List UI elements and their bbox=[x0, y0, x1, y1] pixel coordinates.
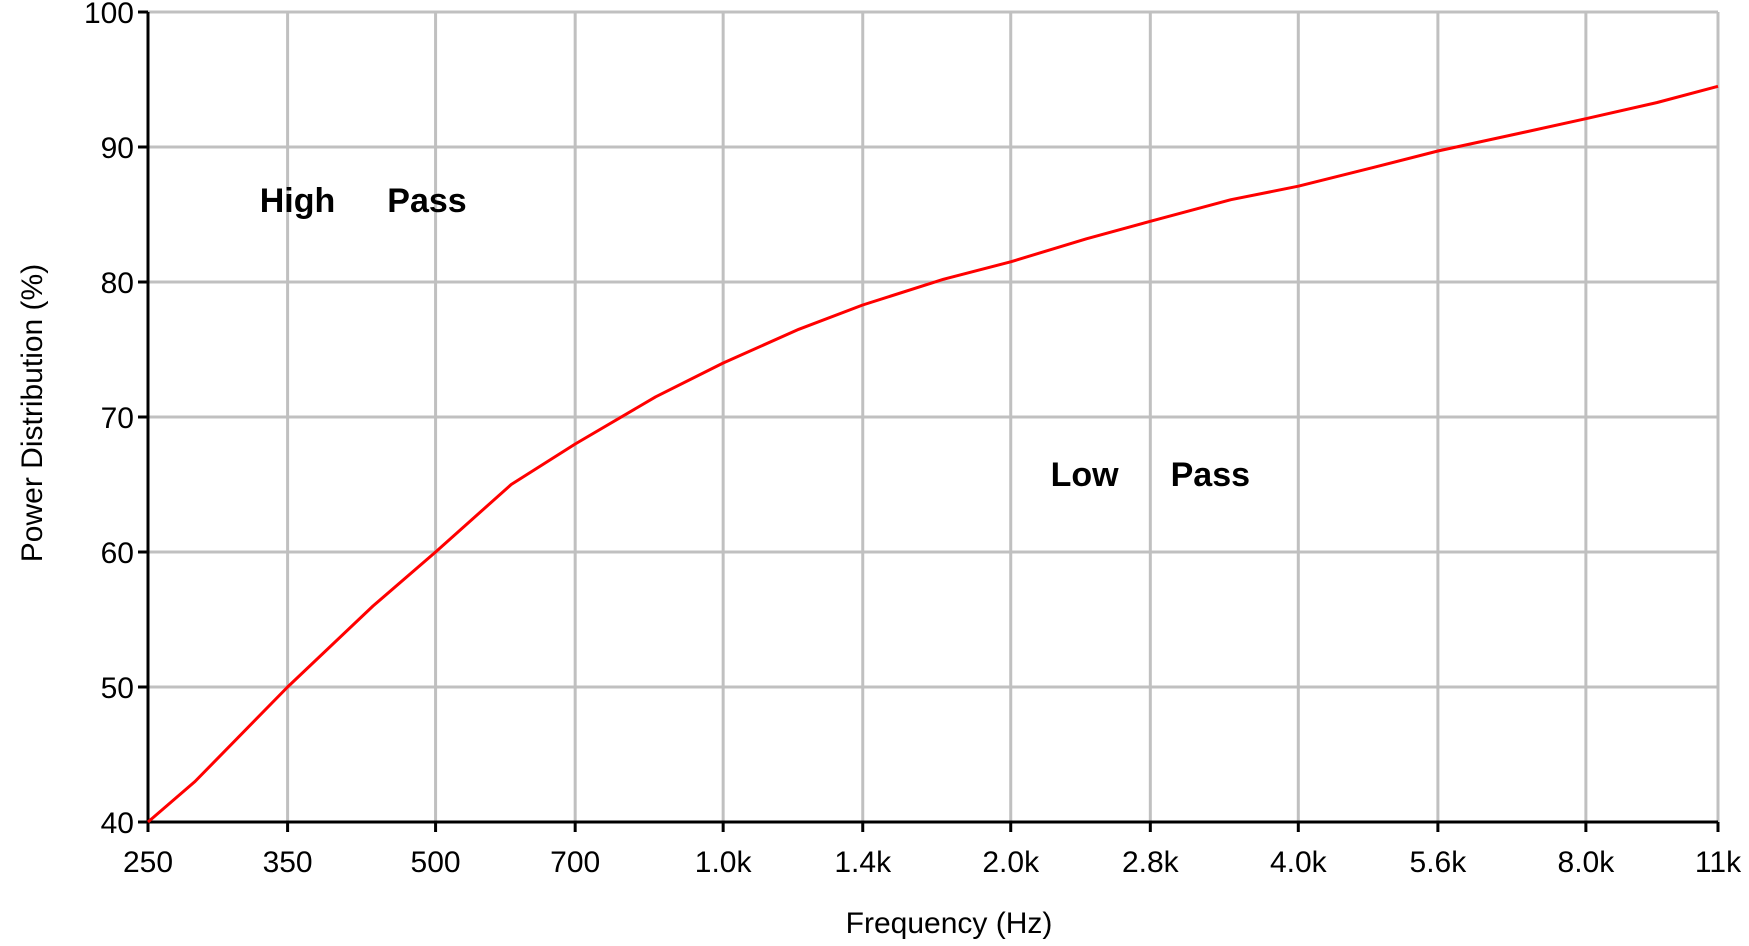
tick-labels: 250 350 500 700 1.0k 1.4k 2.0k 2.8k 4.0k 5.6k 8.0k… bbox=[84, 0, 1742, 879]
y-tick-label: 70 bbox=[101, 402, 134, 435]
y-tick-label: 50 bbox=[101, 672, 134, 705]
series-line bbox=[147, 84, 1719, 824]
x-tick-label: 2.0k bbox=[982, 846, 1040, 879]
y-tick-label: 80 bbox=[101, 267, 134, 300]
x-tick-label: 700 bbox=[550, 846, 600, 879]
axes bbox=[138, 10, 1720, 832]
x-tick-label: 4.0k bbox=[1270, 846, 1328, 879]
region-label: High Pass bbox=[260, 182, 467, 220]
region-label: Low Pass bbox=[1051, 456, 1250, 494]
x-tick-label: 500 bbox=[411, 846, 461, 879]
x-tick-label: 350 bbox=[263, 846, 313, 879]
y-axis-title: Power Distribution (%) bbox=[16, 264, 49, 562]
x-tick-label: 250 bbox=[123, 846, 173, 879]
y-tick-label: 90 bbox=[101, 132, 134, 165]
grid bbox=[146, 10, 1720, 824]
x-tick-label: 1.0k bbox=[695, 846, 753, 879]
x-tick-label: 2.8k bbox=[1122, 846, 1180, 879]
x-tick-label: 11k bbox=[1695, 846, 1742, 879]
region-label-word: Pass bbox=[1171, 456, 1250, 494]
region-label-word: High bbox=[260, 182, 336, 220]
x-tick-label: 5.6k bbox=[1410, 846, 1468, 879]
series bbox=[147, 84, 1719, 824]
y-tick-label: 100 bbox=[84, 0, 134, 30]
x-axis-title: Frequency (Hz) bbox=[846, 907, 1053, 940]
x-tick-label: 8.0k bbox=[1558, 846, 1616, 879]
x-tick-label: 1.4k bbox=[834, 846, 892, 879]
region-label-word: Pass bbox=[387, 182, 466, 220]
y-tick-label: 40 bbox=[101, 807, 134, 840]
region-labels: High Pass Low Pass bbox=[260, 182, 1250, 494]
y-tick-label: 60 bbox=[101, 537, 134, 570]
region-label-word: Low bbox=[1051, 456, 1120, 494]
